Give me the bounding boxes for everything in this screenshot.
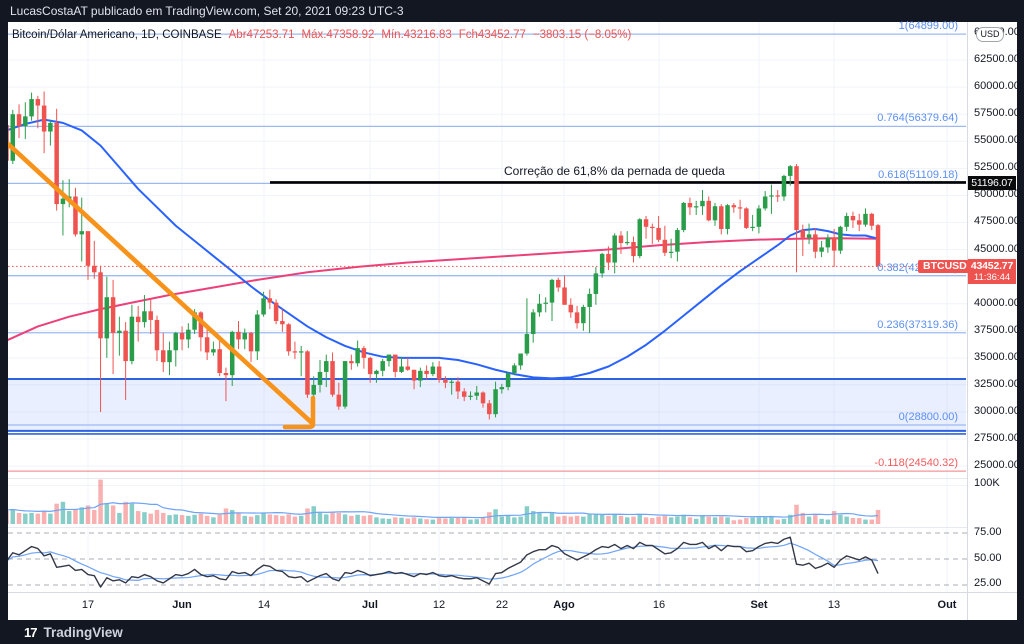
time-axis[interactable]: 17 Jun 14 Jul 12 22 Ago 16 Set 13 Out: [8, 592, 967, 620]
rsi-axis-label: 50.00: [974, 552, 1002, 564]
rsi-axis-label: 25.00: [974, 577, 1002, 589]
price-axis-label: 45000.00: [974, 242, 1020, 255]
pane-separator-rsi[interactable]: [8, 527, 967, 528]
time-axis-label: 16: [652, 599, 666, 611]
time-axis-label: 22: [495, 599, 509, 611]
correction-line-price-badge: 51196.07: [968, 176, 1016, 190]
publish-info-bar: LucasCostaAT publicado em TradingView.co…: [10, 4, 404, 18]
time-axis-separator: [8, 592, 1017, 593]
time-axis-label: 17: [81, 599, 95, 611]
currency-badge[interactable]: USD: [976, 27, 1004, 42]
volume-axis-label: 100K: [974, 477, 1000, 489]
legend-symbol-label: Bitcoin/Dólar Americano, 1D, COINBASE: [12, 29, 222, 41]
footer-bar: 17 TradingView: [0, 620, 1024, 644]
legend-ohlc-values: Abr47253.71 Máx.47358.92 Mín.43216.83 Fch43…: [222, 29, 632, 41]
fib-level-label: 0(28800.00): [898, 410, 958, 423]
price-axis-label: 30000.00: [974, 404, 1020, 417]
time-axis-label: Ago: [553, 599, 575, 611]
symbol-legend[interactable]: Bitcoin/Dólar Americano, 1D, COINBASE Abr…: [12, 29, 631, 41]
price-axis-label: 52500.00: [974, 161, 1020, 174]
fib-level-label: 1(64899.00): [898, 20, 958, 33]
price-axis-label: 57500.00: [974, 107, 1020, 120]
legend-ohlc-value: Abr47253.71: [228, 29, 295, 41]
time-axis-label: Jul: [362, 599, 378, 611]
price-axis-label: 27500.00: [974, 432, 1020, 445]
price-pane-canvas[interactable]: [8, 22, 967, 478]
rsi-pane-canvas[interactable]: [8, 527, 967, 592]
symbol-price-tag[interactable]: BTCUSD: [918, 260, 972, 273]
bar-countdown-timer: 11:36:44: [973, 272, 1011, 283]
rsi-axis-label: 75.00: [974, 526, 1002, 538]
price-axis-label: 32500.00: [974, 377, 1020, 390]
price-axis-label: 47500.00: [974, 215, 1020, 228]
legend-ohlc-value: −3803.15 (−8.05%): [532, 29, 632, 41]
price-axis-label: 35000.00: [974, 350, 1020, 363]
legend-ohlc-value: Fch43452.77: [458, 29, 526, 41]
price-axis-label: 40000.00: [974, 296, 1020, 309]
fib-level-label: 0.764(56379.64): [877, 112, 958, 125]
time-axis-label: Jun: [172, 599, 192, 611]
tradingview-brand-label[interactable]: TradingView: [43, 624, 123, 640]
price-axis-label: 55000.00: [974, 134, 1020, 147]
time-axis-label: Out: [937, 599, 957, 611]
legend-ohlc-value: Máx.47358.92: [301, 29, 375, 41]
last-price-value: 43452.77: [970, 260, 1014, 272]
last-price-badge: 43452.77 11:36:44: [968, 259, 1016, 284]
correction-text-annotation[interactable]: Correção de 61,8% da pernada de queda: [504, 164, 725, 178]
price-axis-separator: [967, 22, 968, 620]
pane-separator-volume[interactable]: [8, 478, 967, 479]
fib-level-label: -0.118(24540.32): [874, 457, 958, 470]
price-axis-label: 25000.00: [974, 459, 1020, 472]
price-axis[interactable]: 65000.0062500.0060000.0057500.0055000.00…: [968, 22, 1020, 592]
time-axis-label: Set: [750, 599, 768, 611]
price-axis-label: 50000.00: [974, 188, 1020, 201]
volume-pane-canvas[interactable]: [8, 478, 967, 527]
legend-ohlc-value: Mín.43216.83: [381, 29, 452, 41]
fib-level-label: 0.236(37319.36): [877, 318, 958, 331]
time-axis-label: 14: [257, 599, 271, 611]
time-axis-label: 12: [432, 599, 446, 611]
fib-level-label: 0.618(51109.18): [878, 169, 958, 182]
price-axis-label: 60000.00: [974, 80, 1020, 93]
time-axis-label: 13: [827, 599, 841, 611]
price-axis-label: 37500.00: [974, 323, 1020, 336]
price-axis-label: 62500.00: [974, 53, 1020, 66]
tradingview-logo-icon[interactable]: 17: [24, 624, 38, 640]
